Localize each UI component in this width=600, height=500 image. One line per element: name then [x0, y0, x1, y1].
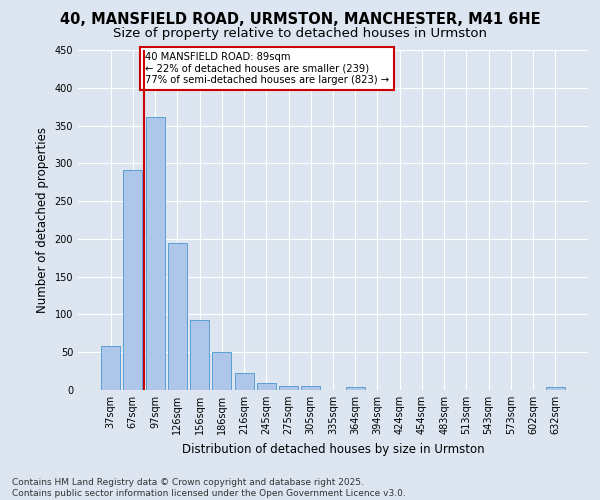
Bar — [190, 320, 209, 390]
Text: Size of property relative to detached houses in Urmston: Size of property relative to detached ho… — [113, 28, 487, 40]
Text: 40, MANSFIELD ROAD, URMSTON, MANCHESTER, M41 6HE: 40, MANSFIELD ROAD, URMSTON, MANCHESTER,… — [59, 12, 541, 28]
Bar — [212, 352, 231, 390]
Bar — [124, 170, 142, 390]
X-axis label: Distribution of detached houses by size in Urmston: Distribution of detached houses by size … — [182, 442, 484, 456]
Text: Contains HM Land Registry data © Crown copyright and database right 2025.
Contai: Contains HM Land Registry data © Crown c… — [12, 478, 406, 498]
Bar — [101, 346, 120, 390]
Bar — [279, 386, 298, 390]
Bar — [235, 374, 254, 390]
Text: 40 MANSFIELD ROAD: 89sqm
← 22% of detached houses are smaller (239)
77% of semi-: 40 MANSFIELD ROAD: 89sqm ← 22% of detach… — [145, 52, 389, 84]
Bar — [546, 387, 565, 390]
Bar — [346, 387, 365, 390]
Bar — [168, 242, 187, 390]
Bar — [301, 386, 320, 390]
Bar — [257, 383, 276, 390]
Bar — [146, 117, 164, 390]
Y-axis label: Number of detached properties: Number of detached properties — [36, 127, 49, 313]
